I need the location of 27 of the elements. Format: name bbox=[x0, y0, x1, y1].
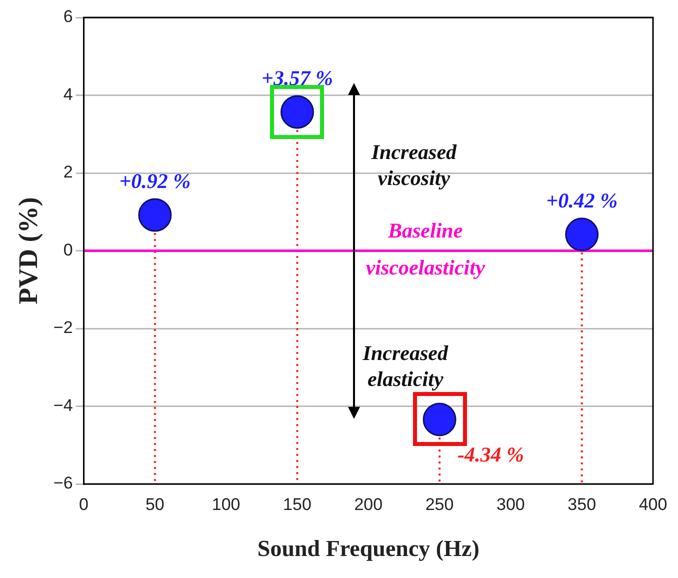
x-axis-title: Sound Frequency (Hz) bbox=[257, 536, 480, 562]
point bbox=[138, 198, 172, 232]
x-tick-label: 0 bbox=[79, 494, 89, 514]
y-tick-label: 2 bbox=[63, 162, 73, 182]
data-label: +0.92 % bbox=[119, 168, 191, 193]
y-axis-title: PVD (%) bbox=[13, 197, 44, 304]
y-tick-label: 6 bbox=[63, 7, 73, 26]
ref-line-label: Baseline viscoelasticity bbox=[366, 218, 486, 280]
point bbox=[565, 218, 599, 252]
x-tick-label: 200 bbox=[354, 494, 383, 514]
x-tick-label: 150 bbox=[283, 494, 312, 514]
data-label: +3.57 % bbox=[262, 66, 333, 90]
annotation: Increased elasticity bbox=[362, 340, 448, 391]
data-label: -4.34 % bbox=[458, 442, 524, 466]
x-tick-label: 250 bbox=[425, 494, 454, 514]
y-tick-label: 0 bbox=[63, 240, 73, 260]
x-tick-label: 300 bbox=[496, 494, 525, 514]
y-tick-label: −4 bbox=[53, 396, 73, 415]
annotation: Increased viscosity bbox=[370, 140, 457, 190]
x-tick-label: 50 bbox=[145, 494, 164, 514]
data-label: +0.42 % bbox=[546, 188, 618, 212]
x-tick-label: 400 bbox=[638, 494, 668, 514]
y-tick-label: −2 bbox=[53, 318, 73, 338]
x-tick-label: 100 bbox=[212, 494, 240, 514]
x-tick-label: 350 bbox=[568, 494, 596, 514]
y-tick-label: −6 bbox=[53, 474, 73, 493]
y-tick-label: 4 bbox=[63, 84, 73, 104]
